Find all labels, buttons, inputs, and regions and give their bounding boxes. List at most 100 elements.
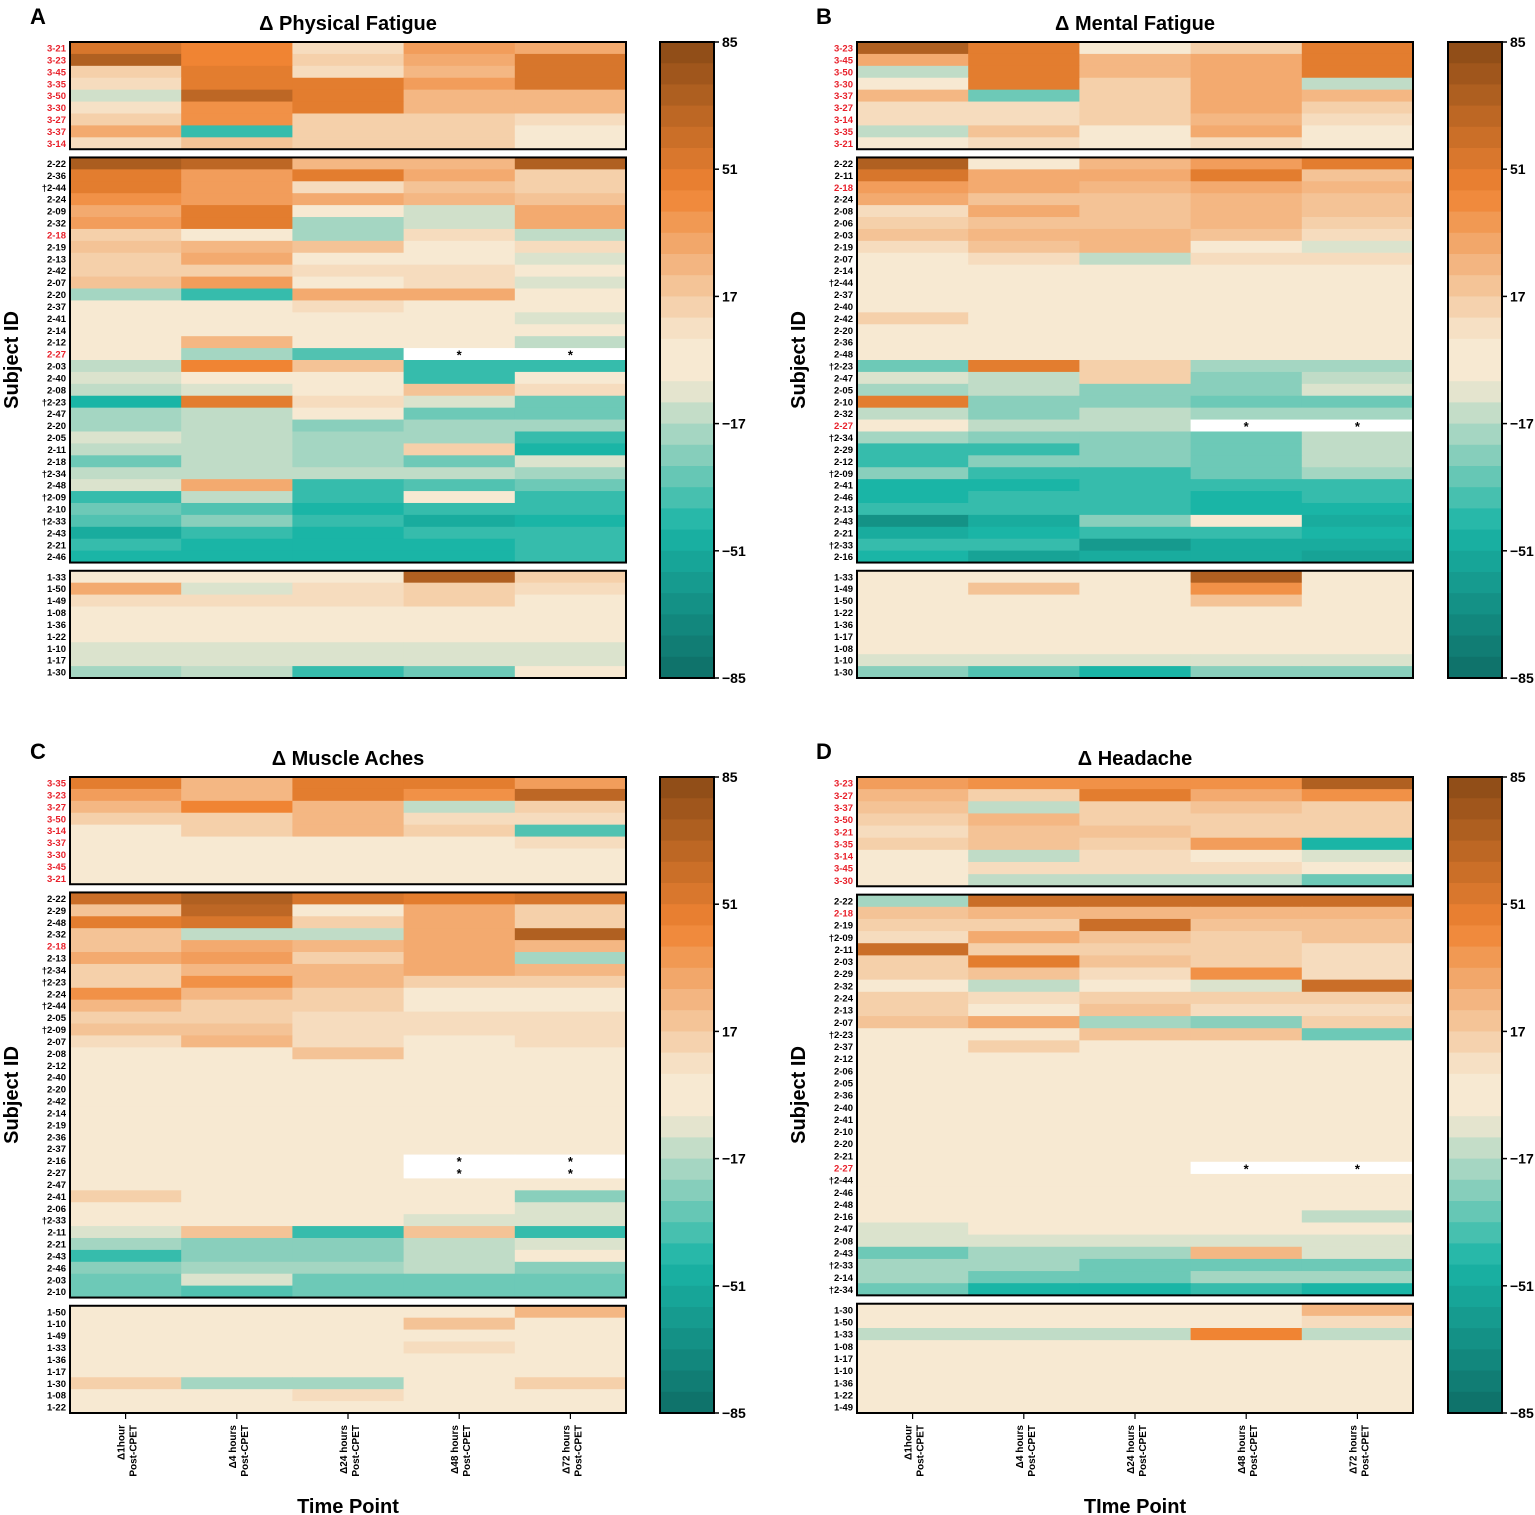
heatmap-cell bbox=[1301, 395, 1414, 409]
colorbar-band bbox=[1448, 254, 1502, 276]
heatmap-cell bbox=[403, 348, 516, 361]
heatmap-cell bbox=[1301, 666, 1414, 679]
heatmap-cell bbox=[968, 276, 1080, 290]
subject-id-label: 2-16 bbox=[834, 1212, 853, 1223]
heatmap-cell bbox=[968, 1040, 1080, 1054]
colorbar-band bbox=[1448, 402, 1502, 425]
heatmap-cell bbox=[181, 1249, 293, 1263]
heatmap-cell bbox=[70, 1059, 182, 1072]
heatmap-cell bbox=[1079, 526, 1192, 540]
colorbar-band bbox=[1448, 614, 1502, 637]
colorbar-band bbox=[1448, 444, 1502, 467]
heatmap-cell bbox=[181, 1273, 293, 1287]
heatmap-cell bbox=[857, 1271, 969, 1284]
heatmap-cell bbox=[968, 1340, 1080, 1353]
colorbar-band bbox=[1448, 381, 1502, 403]
subject-id-label: 2-19 bbox=[47, 1120, 66, 1131]
heatmap-cell bbox=[181, 999, 293, 1013]
heatmap-cell bbox=[514, 288, 627, 301]
heatmap-cell bbox=[70, 824, 182, 838]
subject-id-label: 3-14 bbox=[834, 852, 854, 863]
heatmap-cell bbox=[1190, 1186, 1303, 1199]
colorbar-frame bbox=[1447, 776, 1503, 1414]
heatmap-cell bbox=[1079, 288, 1192, 301]
heatmap-cell bbox=[70, 455, 182, 468]
heatmap-cell bbox=[403, 1118, 516, 1132]
heatmap-cell bbox=[403, 514, 516, 528]
heatmap-cell bbox=[514, 1118, 627, 1132]
heatmap-cell bbox=[181, 113, 293, 126]
subject-id-label: 3-45 bbox=[47, 67, 67, 78]
x-tick-label-line2: Post-CPET bbox=[462, 1425, 473, 1477]
heatmap-cell bbox=[1079, 89, 1192, 103]
heatmap-cell bbox=[403, 1226, 516, 1239]
heatmap-cell bbox=[181, 1389, 293, 1402]
x-axis-label: TIme Point bbox=[1084, 1496, 1187, 1515]
heatmap-cell bbox=[1301, 894, 1414, 908]
subject-id-label: †2-09 bbox=[42, 1025, 66, 1036]
heatmap-cell bbox=[968, 813, 1080, 827]
subject-id-label: 2-13 bbox=[834, 505, 853, 516]
colorbar-band bbox=[1448, 296, 1502, 319]
heatmap-cell bbox=[857, 348, 969, 361]
subject-id-label: †2-09 bbox=[42, 493, 66, 504]
heatmap-cell bbox=[1301, 813, 1414, 827]
colorbar-band bbox=[1448, 423, 1502, 446]
colorbar-frame bbox=[659, 41, 715, 679]
subject-id-label: 2-32 bbox=[834, 981, 853, 992]
heatmap-cell bbox=[70, 1118, 182, 1132]
heatmap-cell bbox=[857, 813, 969, 827]
heatmap-cell bbox=[968, 1210, 1080, 1223]
heatmap-cell bbox=[181, 1285, 293, 1299]
heatmap-cell bbox=[181, 101, 293, 114]
heatmap-cell bbox=[514, 1166, 627, 1179]
subject-id-label: 3-23 bbox=[47, 790, 66, 801]
heatmap-cell bbox=[403, 1106, 516, 1120]
heatmap-cell bbox=[968, 431, 1080, 444]
subject-id-label: 2-18 bbox=[834, 909, 853, 920]
heatmap-cell bbox=[1301, 594, 1414, 608]
subject-id-label: 2-10 bbox=[834, 397, 853, 408]
heatmap-cell bbox=[968, 1113, 1080, 1126]
colorbar-band bbox=[1448, 883, 1502, 905]
heatmap-cell bbox=[181, 1130, 293, 1144]
subject-id-label: 2-43 bbox=[47, 528, 66, 539]
heatmap-block-frame bbox=[69, 156, 627, 564]
heatmap-cell bbox=[70, 157, 182, 170]
heatmap-cell bbox=[403, 77, 516, 91]
colorbar-band bbox=[660, 402, 714, 425]
colorbar-band bbox=[660, 1349, 714, 1372]
heatmap-cell bbox=[70, 1083, 182, 1096]
heatmap-cell bbox=[857, 630, 969, 643]
heatmap-cell bbox=[181, 788, 293, 802]
heatmap-cell bbox=[70, 53, 182, 67]
subject-id-label: 1-30 bbox=[834, 1305, 853, 1316]
heatmap-cell bbox=[857, 240, 969, 254]
heatmap-cell bbox=[292, 252, 405, 266]
heatmap-cell bbox=[1301, 1234, 1414, 1248]
heatmap-cell bbox=[857, 491, 969, 504]
heatmap-block-2: 2-222-36†2-442-242-092-322-182-192-132-4… bbox=[42, 156, 627, 564]
heatmap-cell bbox=[968, 1198, 1080, 1211]
heatmap-cell bbox=[857, 837, 969, 851]
subject-id-label: 3-35 bbox=[47, 79, 67, 90]
subject-id-label: 2-10 bbox=[47, 505, 66, 516]
colorbar-band bbox=[660, 1095, 714, 1117]
heatmap-cell bbox=[1301, 502, 1414, 516]
heatmap-cell bbox=[181, 1154, 293, 1167]
heatmap-cell bbox=[181, 872, 293, 885]
subject-id-label: 2-19 bbox=[834, 242, 853, 253]
x-tick-label-line1: Δ1hour bbox=[904, 1425, 915, 1460]
heatmap-cell bbox=[292, 594, 405, 608]
heatmap-cell bbox=[857, 324, 969, 337]
heatmap-cell bbox=[857, 65, 969, 79]
heatmap-cell bbox=[181, 1166, 293, 1179]
heatmap-cell bbox=[1079, 594, 1192, 608]
heatmap-cell bbox=[70, 312, 182, 325]
heatmap-cell bbox=[1301, 113, 1414, 126]
heatmap-cell bbox=[181, 371, 293, 385]
subject-id-label: 2-24 bbox=[834, 195, 854, 206]
colorbar-band bbox=[1448, 169, 1502, 191]
heatmap-cell bbox=[403, 630, 516, 643]
